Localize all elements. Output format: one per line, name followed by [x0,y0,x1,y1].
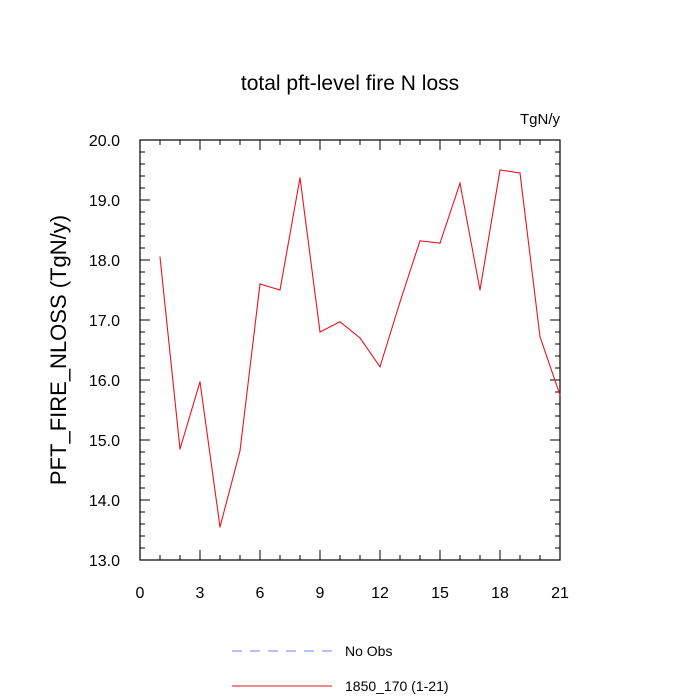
x-tick-label: 21 [551,585,569,602]
plot-area: 0 3 6 9 12 15 18 21 13.0 14.0 15.0 16.0 17.0 18.0 19.0… [89,133,569,602]
units-label: TgN/y [520,111,561,128]
legend: No Obs 1850_170 (1-21) [232,643,449,694]
data-point [259,283,261,285]
x-tick-label: 18 [491,585,509,602]
data-point [379,366,381,368]
y-tick-label: 19.0 [89,193,120,210]
data-point [299,177,301,179]
y-axis-label: PFT_FIRE_NLOSS (TgN/y) [46,215,71,485]
y-tick-label: 17.0 [89,313,120,330]
x-tick-label: 9 [316,585,325,602]
series-line [159,169,561,528]
data-point [319,331,321,333]
data-point [179,448,181,450]
data-point [419,240,421,242]
x-tick-label: 15 [431,585,449,602]
data-point [479,289,481,291]
y-tick-label: 18.0 [89,253,120,270]
data-point [239,450,241,452]
data-point [439,242,441,244]
y-tick-label: 20.0 [89,133,120,150]
y-tick-label: 15.0 [89,433,120,450]
plot-frame [139,139,561,561]
x-tick-label: 6 [256,585,265,602]
data-point [339,321,341,323]
data-point [159,256,161,258]
y-tick-label: 14.0 [89,493,120,510]
x-tick-label: 12 [371,585,389,602]
data-point [219,526,221,528]
data-point [399,301,401,303]
data-point [499,169,501,171]
legend-label: No Obs [345,643,392,659]
data-point [519,172,521,174]
chart-title: total pft-level fire N loss [241,72,459,95]
y-tick-label: 16.0 [89,373,120,390]
data-point [359,337,361,339]
data-point [199,381,201,383]
data-point [279,289,281,291]
x-tick-label: 0 [136,585,145,602]
x-tick-label: 3 [196,585,205,602]
data-point [559,394,561,396]
data-point [459,182,461,184]
legend-label: 1850_170 (1-21) [345,678,449,694]
y-tick-label: 13.0 [89,553,120,570]
data-point [539,336,541,338]
